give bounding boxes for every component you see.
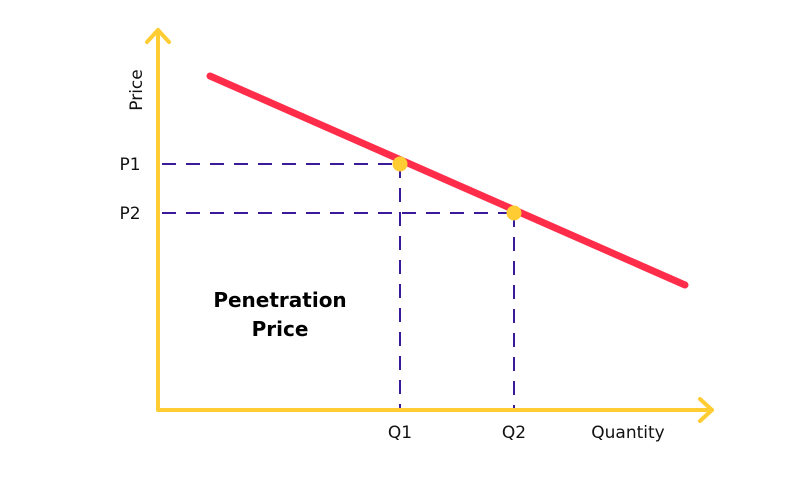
q1-label: Q1 (388, 423, 412, 443)
y-axis-label: Price (127, 69, 147, 110)
y-axis-arrow-icon (145, 28, 171, 44)
x-axis-arrow-icon (698, 397, 714, 423)
annotation-line-1: Penetration (213, 288, 346, 312)
p1-label: P1 (119, 155, 140, 175)
axes (145, 28, 714, 423)
axes-lines (156, 28, 714, 412)
demand-curve (206, 72, 689, 289)
q2-label: Q2 (502, 423, 526, 443)
annotation-line-2: Price (252, 317, 309, 341)
point-q1-p1 (392, 156, 408, 172)
x-axis-label: Quantity (591, 423, 664, 443)
guide-lines (162, 163, 515, 408)
p2-label: P2 (119, 204, 140, 224)
point-q2-p2 (506, 205, 522, 221)
